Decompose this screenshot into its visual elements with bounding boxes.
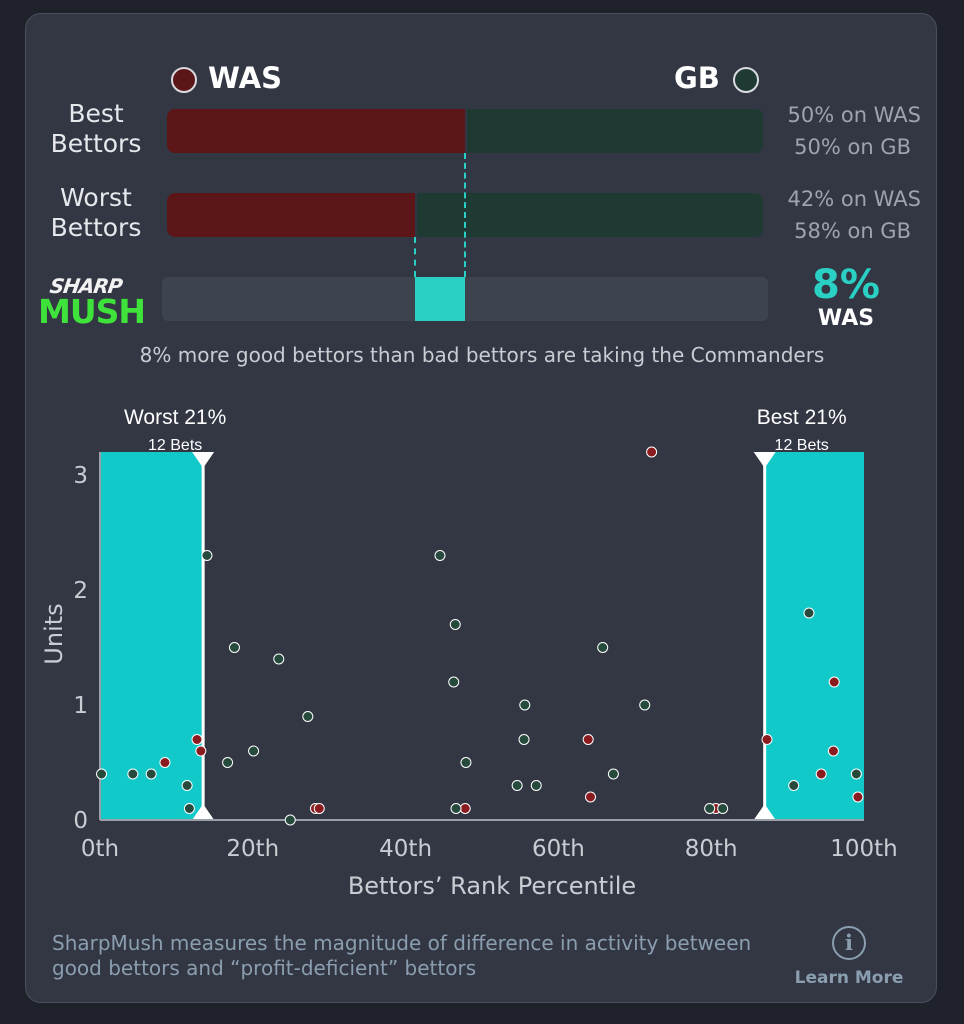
data-point xyxy=(159,757,171,768)
data-point xyxy=(850,768,862,780)
data-point xyxy=(434,550,446,561)
data-point xyxy=(803,607,815,619)
data-point xyxy=(639,699,651,711)
data-point xyxy=(273,653,285,665)
data-point xyxy=(597,642,609,653)
data-point xyxy=(704,803,716,814)
data-point xyxy=(530,780,542,791)
sharpmush-value: 8% xyxy=(812,262,880,308)
data-point xyxy=(183,803,195,814)
mush-logo-text: MUSH xyxy=(38,292,146,331)
data-point xyxy=(448,676,460,688)
worst-was-bar xyxy=(167,193,415,237)
was-team-dot xyxy=(171,67,197,93)
worst-was-pct: 42% on WAS xyxy=(787,187,922,211)
data-point xyxy=(127,768,139,780)
sharpmush-card: WAS GB Best Bettors 50% on WAS 50% on GB… xyxy=(25,13,937,1003)
data-point xyxy=(717,803,729,814)
worst-top-handle xyxy=(192,452,215,468)
data-point xyxy=(96,768,108,780)
data-point xyxy=(195,745,207,757)
data-point xyxy=(518,734,530,745)
x-tick-label: 0th xyxy=(81,836,119,862)
data-point xyxy=(852,791,864,803)
best-band-title: Best 21% xyxy=(757,406,847,429)
info-icon[interactable]: i xyxy=(832,926,866,960)
data-point xyxy=(828,676,840,688)
worst-bettors-label: Worst Bettors xyxy=(50,183,142,242)
worst-marker-line xyxy=(414,237,416,277)
data-point xyxy=(284,814,296,826)
best-was-bar xyxy=(167,109,465,153)
data-point xyxy=(450,803,462,814)
y-tick-label: 2 xyxy=(73,578,88,604)
gb-team-name: GB xyxy=(674,61,720,95)
best-bottom-handle xyxy=(753,804,776,820)
best-band xyxy=(764,452,864,820)
worst-band-title: Worst 21% xyxy=(124,406,226,429)
data-point xyxy=(607,768,619,780)
data-point xyxy=(145,768,157,780)
y-tick-label: 1 xyxy=(73,693,88,719)
x-tick-label: 100th xyxy=(830,836,898,862)
difference-fill xyxy=(415,277,465,321)
sharpmush-team: WAS xyxy=(817,306,875,331)
data-point xyxy=(788,780,800,791)
y-tick-label: 0 xyxy=(73,808,88,834)
data-point xyxy=(460,757,472,768)
data-point xyxy=(761,734,773,745)
worst-band xyxy=(100,452,204,820)
difference-track xyxy=(162,277,768,321)
best-gb-bar xyxy=(467,109,763,153)
x-tick-label: 40th xyxy=(379,836,432,862)
data-point xyxy=(302,711,314,722)
worst-band-count: 12 Bets xyxy=(148,437,202,454)
data-point xyxy=(459,803,471,814)
data-point xyxy=(449,619,461,630)
y-axis-label: Units xyxy=(40,603,68,664)
x-tick-label: 80th xyxy=(685,836,738,862)
data-point xyxy=(584,791,596,803)
gb-team-dot xyxy=(733,67,759,93)
best-gb-pct: 50% on GB xyxy=(794,135,911,159)
footer-description: SharpMush measures the magnitude of diff… xyxy=(52,931,752,980)
data-point xyxy=(201,550,213,561)
data-point xyxy=(827,745,839,757)
best-bettors-label: Best Bettors xyxy=(50,99,142,158)
y-tick-label: 3 xyxy=(73,463,88,489)
data-point xyxy=(248,745,260,757)
data-point xyxy=(313,803,325,814)
learn-more-link[interactable]: Learn More xyxy=(794,968,904,988)
best-was-pct: 50% on WAS xyxy=(787,103,922,127)
best-top-handle xyxy=(753,452,776,468)
x-tick-label: 60th xyxy=(532,836,585,862)
x-tick-label: 20th xyxy=(226,836,279,862)
worst-bottom-handle xyxy=(192,804,215,820)
data-point xyxy=(511,780,523,791)
data-point xyxy=(191,734,203,745)
data-point xyxy=(181,780,193,791)
was-team-name: WAS xyxy=(208,61,283,95)
data-point xyxy=(815,768,827,780)
best-band-count: 12 Bets xyxy=(775,437,829,454)
data-point xyxy=(519,699,531,711)
data-point xyxy=(228,642,240,653)
data-point xyxy=(582,734,594,745)
best-marker-line xyxy=(464,153,466,277)
worst-gb-bar xyxy=(417,193,763,237)
summary-text: 8% more good bettors than bad bettors ar… xyxy=(139,343,825,367)
data-point xyxy=(222,757,234,768)
data-point xyxy=(646,446,658,458)
worst-gb-pct: 58% on GB xyxy=(794,219,911,243)
x-axis-label: Bettors’ Rank Percentile xyxy=(348,872,636,900)
scatter-chart: Worst 21% 12 Bets Best 21% 12 Bets 0th 20th 40… xyxy=(40,406,898,900)
